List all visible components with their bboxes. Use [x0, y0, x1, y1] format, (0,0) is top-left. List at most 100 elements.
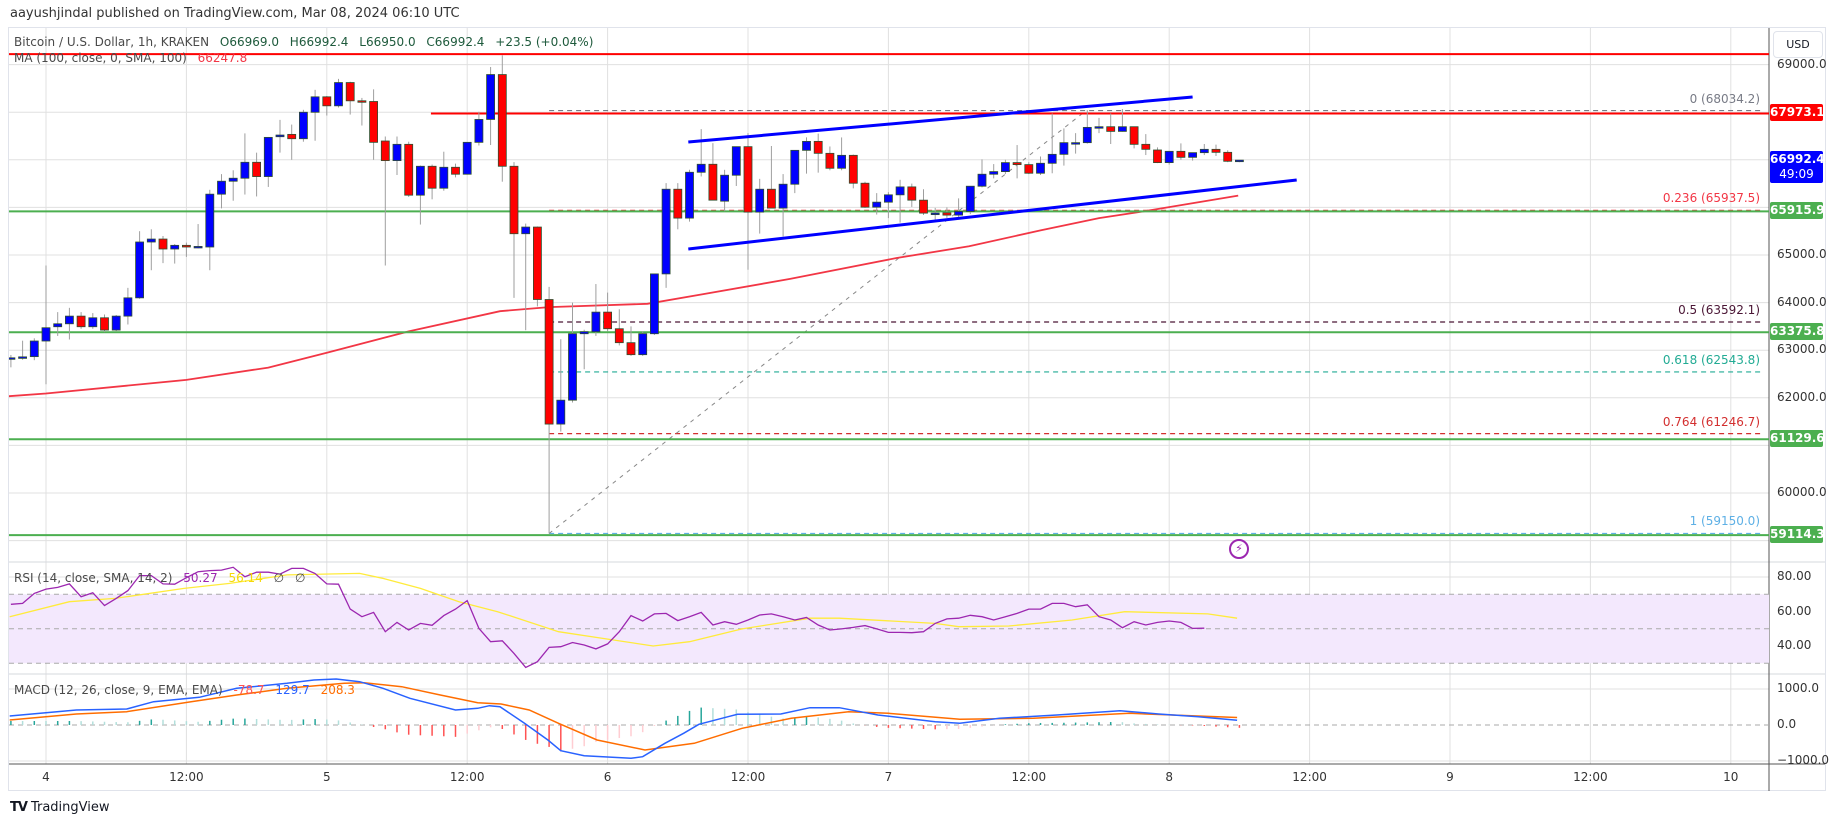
price-pane	[9, 53, 1769, 537]
candle-up	[837, 154, 846, 169]
candle-down	[380, 140, 390, 162]
price-tag: 67973.1	[1770, 104, 1825, 122]
candle-down	[767, 188, 776, 209]
symbol-legend: Bitcoin / U.S. Dollar, 1h, KRAKEN O66969…	[14, 35, 600, 49]
currency-button[interactable]: USD	[1773, 31, 1823, 58]
macd-label: MACD (12, 26, close, 9, EMA, EMA)	[14, 683, 223, 697]
candle-up	[884, 194, 893, 203]
chart-frame	[8, 27, 1826, 791]
time-axis-label: 12:00	[1011, 770, 1047, 784]
publish-info: aayushjindal published on TradingView.co…	[10, 6, 460, 21]
candle-down	[76, 315, 86, 328]
macd-pane	[9, 678, 1769, 760]
candle-up	[193, 246, 203, 249]
rsi-line	[10, 566, 1205, 669]
price-axis-label: 69000.0	[1777, 56, 1827, 71]
candle-up	[170, 244, 180, 250]
candle-up	[872, 201, 882, 208]
candle-down	[743, 146, 753, 213]
candle-down	[509, 165, 519, 235]
rsi-label: RSI (14, close, SMA, 14, 2)	[14, 571, 173, 585]
candle-up	[696, 163, 706, 173]
candle-up	[334, 82, 343, 107]
candle-up	[29, 340, 39, 358]
lightning-icon[interactable]: ⚡	[1229, 539, 1249, 559]
candle-up	[415, 165, 425, 196]
candle-up	[1094, 126, 1104, 129]
time-axis-label: 7	[884, 770, 893, 784]
candle-up	[263, 136, 273, 177]
candle-down	[848, 154, 858, 184]
price-axis-label: 65000.0	[1777, 247, 1827, 261]
rsi-extra-2: ∅	[294, 571, 306, 585]
candle-up	[755, 188, 765, 213]
time-axis-label: 12:00	[449, 770, 485, 784]
candle-up	[989, 171, 999, 175]
candle-up	[1235, 159, 1244, 163]
time-axis-label: 12:00	[1573, 770, 1608, 784]
candle-down	[369, 101, 379, 143]
time-axis-label: 5	[322, 770, 331, 784]
candle-down	[252, 161, 262, 177]
candle-down	[860, 182, 870, 208]
candle-down	[451, 166, 460, 175]
candle-up	[65, 315, 74, 325]
price-axis-label: 60000.0	[1777, 485, 1827, 499]
rsi-axis-label: 60.00	[1777, 603, 1812, 618]
macd-line	[9, 678, 1238, 760]
open-value: O66969.0	[219, 35, 279, 49]
candle-down	[603, 311, 612, 330]
macd-hist-value: -78.7	[233, 683, 265, 697]
macd-legend: MACD (12, 26, close, 9, EMA, EMA) -78.7 …	[14, 683, 362, 697]
candle-up	[778, 183, 788, 209]
rsi-legend: RSI (14, close, SMA, 14, 2) 50.27 56.14 …	[14, 571, 312, 585]
candle-up	[579, 331, 589, 335]
fib-level-label: 0.236 (65937.5)	[1662, 191, 1760, 206]
candle-up	[1001, 162, 1010, 173]
price-tag: 63375.8	[1770, 323, 1825, 341]
tradingview-logo[interactable]: TV TradingView	[10, 800, 109, 815]
candle-down	[322, 96, 332, 107]
high-value: H66992.4	[289, 35, 349, 49]
candle-down	[427, 165, 437, 189]
fib-level-label: 0 (68034.2)	[1689, 91, 1760, 106]
candle-up	[486, 74, 496, 120]
candle-up	[638, 333, 648, 356]
ma-label: MA (100, close, 0, SMA, 100)	[14, 51, 187, 65]
candle-down	[1176, 150, 1186, 158]
time-axis-label: 8	[1165, 770, 1174, 784]
candle-up	[1199, 148, 1209, 154]
candle-down	[533, 226, 542, 300]
candle-up	[439, 166, 449, 189]
brand-name: TradingView	[30, 800, 110, 815]
candle-up	[895, 186, 905, 196]
rsi-axis-label: 40.00	[1777, 638, 1812, 652]
ma100-line	[9, 194, 1239, 398]
candle-up	[298, 111, 308, 140]
rsi-pane	[9, 566, 1769, 669]
tradingview-logo-icon: TV	[10, 800, 28, 815]
candle-up	[685, 171, 694, 219]
candle-down	[1141, 143, 1151, 150]
time-axis-label: 6	[603, 770, 612, 784]
price-axis-label: 62000.0	[1777, 389, 1827, 404]
candle-up	[53, 323, 63, 328]
candle-up	[1118, 126, 1127, 132]
candle-up	[731, 146, 741, 176]
macd-value: 129.7	[275, 683, 310, 697]
candle-up	[392, 143, 402, 162]
candle-up	[1188, 152, 1197, 158]
candle-up	[954, 211, 963, 216]
symbol-name: Bitcoin / U.S. Dollar, 1h, KRAKEN	[14, 35, 210, 49]
candle-up	[123, 297, 133, 317]
channel-lower-line	[688, 178, 1297, 251]
candle-down	[907, 186, 917, 201]
candle-down	[497, 74, 507, 167]
candle-down	[1153, 149, 1162, 164]
macd-axis-label: 0.0	[1777, 717, 1797, 731]
candle-up	[1082, 126, 1092, 144]
candle-up	[146, 238, 156, 243]
macd-axis-label: −1000.0	[1777, 753, 1830, 767]
candle-up	[41, 327, 51, 342]
